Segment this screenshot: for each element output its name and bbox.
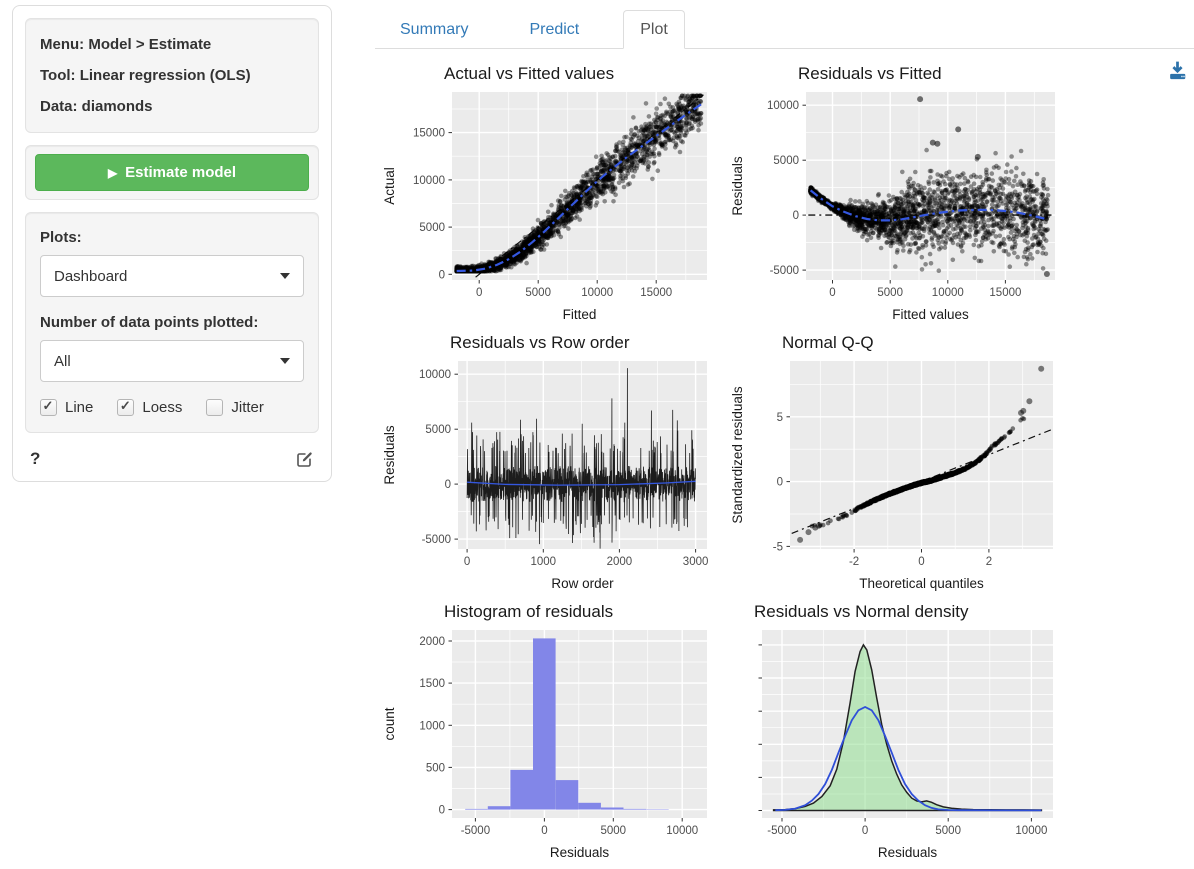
checkbox-loess[interactable]: Loess bbox=[117, 399, 182, 416]
checkbox-jitter[interactable]: Jitter bbox=[206, 399, 264, 416]
svg-text:15000: 15000 bbox=[640, 287, 672, 299]
svg-text:5000: 5000 bbox=[525, 287, 551, 299]
checkbox-loess-label: Loess bbox=[142, 399, 182, 416]
svg-text:Actual: Actual bbox=[382, 167, 397, 205]
help-icon[interactable]: ? bbox=[30, 449, 40, 469]
download-plot-icon[interactable] bbox=[1167, 60, 1188, 86]
tool-name: Tool: Linear regression (OLS) bbox=[40, 67, 304, 84]
main-panel: Summary Predict Plot bbox=[375, 10, 1194, 49]
estimate-card: ▶ Estimate model bbox=[25, 145, 319, 200]
checkbox-line[interactable]: Line bbox=[40, 399, 93, 416]
npoints-select[interactable]: All bbox=[40, 340, 304, 382]
svg-text:10000: 10000 bbox=[581, 287, 613, 299]
svg-text:0: 0 bbox=[439, 269, 445, 281]
dataset-name: Data: diamonds bbox=[40, 98, 304, 115]
chevron-down-icon bbox=[280, 358, 290, 364]
edit-icon[interactable] bbox=[296, 450, 314, 468]
chart-actual-vs-fitted: 0 5000 10000 15000 0 5000 10000 15000 Actual vs … bbox=[380, 58, 717, 326]
checkbox-jitter-box[interactable] bbox=[206, 399, 223, 416]
plot-grid: 0 5000 10000 15000 0 5000 10000 15000 Actual vs … bbox=[380, 58, 1065, 864]
checkbox-loess-box[interactable] bbox=[117, 399, 134, 416]
npoints-select-value: All bbox=[54, 353, 71, 370]
tab-bar: Summary Predict Plot bbox=[375, 10, 1194, 49]
sidebar-footer: ? bbox=[25, 445, 319, 475]
checkbox-line-label: Line bbox=[65, 399, 93, 416]
model-info-card: Menu: Model > Estimate Tool: Linear regr… bbox=[25, 18, 319, 133]
plots-select[interactable]: Dashboard bbox=[40, 255, 304, 297]
menu-breadcrumb: Menu: Model > Estimate bbox=[40, 36, 304, 53]
estimate-model-label: Estimate model bbox=[125, 164, 236, 181]
svg-text:15000: 15000 bbox=[413, 128, 445, 140]
svg-text:5000: 5000 bbox=[419, 222, 445, 234]
npoints-label: Number of data points plotted: bbox=[40, 314, 304, 331]
svg-text:Actual vs Fitted values: Actual vs Fitted values bbox=[444, 64, 614, 83]
svg-text:0: 0 bbox=[476, 287, 482, 299]
plots-label: Plots: bbox=[40, 229, 304, 246]
chevron-down-icon bbox=[280, 273, 290, 279]
checkbox-line-box[interactable] bbox=[40, 399, 57, 416]
sidebar: Menu: Model > Estimate Tool: Linear regr… bbox=[12, 5, 332, 482]
tab-predict[interactable]: Predict bbox=[512, 10, 596, 49]
svg-text:Fitted: Fitted bbox=[563, 307, 597, 322]
checkbox-jitter-label: Jitter bbox=[231, 399, 264, 416]
plots-select-value: Dashboard bbox=[54, 268, 127, 285]
plot-option-checkboxes: Line Loess Jitter bbox=[40, 399, 304, 416]
estimate-model-button[interactable]: ▶ Estimate model bbox=[35, 154, 309, 191]
tab-summary[interactable]: Summary bbox=[383, 10, 485, 49]
tab-plot[interactable]: Plot bbox=[623, 10, 685, 49]
svg-text:10000: 10000 bbox=[413, 175, 445, 187]
play-icon: ▶ bbox=[108, 167, 117, 179]
plot-options-card: Plots: Dashboard Number of data points p… bbox=[25, 212, 319, 433]
